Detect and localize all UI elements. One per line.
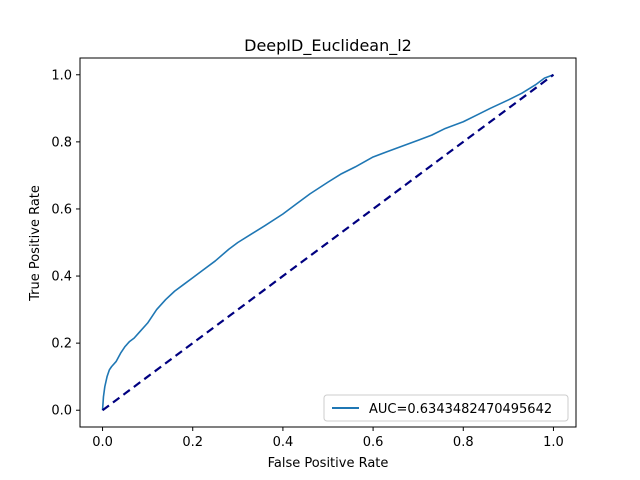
y-tick-label: 0.6 bbox=[51, 202, 72, 217]
x-tick-label: 0.6 bbox=[363, 435, 384, 450]
plot-area bbox=[101, 73, 555, 412]
x-tick-label: 0.2 bbox=[182, 435, 203, 450]
x-axis-label: False Positive Rate bbox=[268, 456, 389, 471]
x-tick-label: 0.8 bbox=[453, 435, 474, 450]
axes-frame bbox=[79, 57, 577, 428]
legend: AUC=0.6343482470495642 bbox=[323, 394, 569, 422]
legend-box bbox=[323, 394, 569, 422]
y-axis-label: True Positive Rate bbox=[28, 185, 43, 302]
roc-curve-line bbox=[101, 74, 554, 411]
y-tick-label: 0.4 bbox=[51, 270, 72, 285]
chance-diagonal-line bbox=[101, 73, 555, 412]
y-axis: 0.0 0.2 0.4 0.6 0.8 1.0 bbox=[51, 68, 80, 419]
x-axis: 0.0 0.2 0.4 0.6 0.8 1.0 bbox=[92, 427, 564, 450]
y-tick-label: 1.0 bbox=[51, 68, 72, 83]
y-tick-label: 0.0 bbox=[51, 404, 72, 419]
chart-title: DeepID_Euclidean_l2 bbox=[244, 36, 412, 56]
x-tick-label: 0.0 bbox=[92, 435, 113, 450]
legend-entry-label: AUC=0.6343482470495642 bbox=[369, 402, 552, 417]
y-tick-label: 0.8 bbox=[51, 135, 72, 150]
x-tick-label: 0.4 bbox=[273, 435, 294, 450]
y-tick-label: 0.2 bbox=[51, 337, 72, 352]
x-tick-label: 1.0 bbox=[543, 435, 564, 450]
